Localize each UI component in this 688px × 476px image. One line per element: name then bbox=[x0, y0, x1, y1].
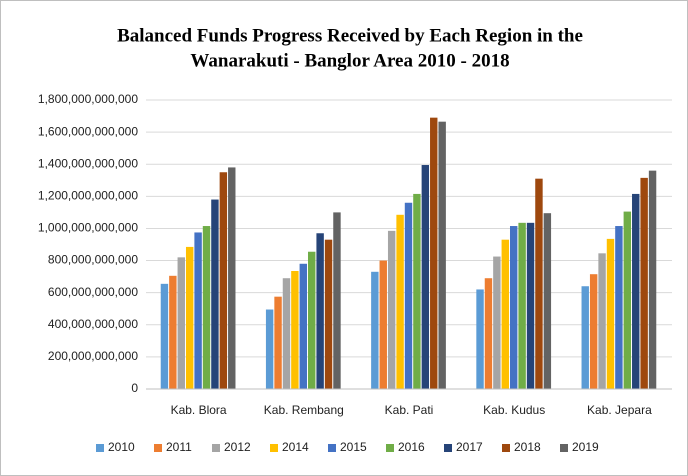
legend-label: 2011 bbox=[166, 440, 192, 454]
bar bbox=[274, 296, 282, 389]
bar bbox=[228, 167, 236, 389]
legend-swatch bbox=[154, 444, 162, 452]
bar bbox=[211, 199, 219, 389]
y-tick-label: 1,800,000,000,000 bbox=[38, 92, 138, 106]
legend-swatch bbox=[328, 444, 336, 452]
bar bbox=[404, 202, 413, 389]
legend-label: 2019 bbox=[572, 440, 599, 454]
bar bbox=[282, 278, 291, 389]
bar bbox=[615, 226, 623, 389]
y-tick-label: 600,000,000,000 bbox=[48, 285, 138, 299]
bar bbox=[413, 193, 421, 389]
bar bbox=[379, 260, 387, 389]
legend-label: 2012 bbox=[224, 440, 251, 454]
bar bbox=[589, 274, 598, 389]
bar bbox=[194, 232, 202, 389]
bar bbox=[265, 309, 274, 389]
bar bbox=[202, 226, 211, 389]
legend-swatch bbox=[444, 444, 452, 452]
legend-swatch bbox=[212, 444, 220, 452]
bar bbox=[476, 289, 484, 389]
bar bbox=[177, 257, 185, 389]
bar bbox=[324, 239, 333, 389]
y-tick-label: 400,000,000,000 bbox=[48, 317, 138, 331]
bar bbox=[648, 170, 657, 389]
bar bbox=[371, 271, 379, 389]
legend-label: 2015 bbox=[340, 440, 367, 454]
bar bbox=[518, 222, 526, 389]
x-tick-label: Kab. Pati bbox=[385, 403, 434, 417]
bar bbox=[219, 172, 228, 389]
legend-label: 2014 bbox=[282, 440, 309, 454]
legend-swatch bbox=[386, 444, 394, 452]
bar bbox=[438, 121, 446, 390]
bar bbox=[185, 246, 194, 389]
bar bbox=[509, 226, 518, 389]
bar bbox=[632, 193, 640, 389]
bar bbox=[430, 117, 438, 390]
bar bbox=[623, 211, 632, 389]
chart-title: Wanarakuti - Banglor Area 2010 - 2018 bbox=[190, 50, 509, 71]
x-tick-label: Kab. Blora bbox=[171, 403, 227, 417]
bar bbox=[526, 222, 535, 389]
legend-label: 2016 bbox=[398, 440, 425, 454]
bar bbox=[169, 275, 177, 389]
bar bbox=[484, 278, 493, 389]
legend-swatch bbox=[270, 444, 278, 452]
bar bbox=[160, 283, 169, 389]
y-tick-label: 1,200,000,000,000 bbox=[38, 189, 138, 203]
bar bbox=[387, 230, 396, 389]
bar bbox=[421, 165, 430, 389]
legend-label: 2018 bbox=[514, 440, 541, 454]
bar bbox=[493, 256, 501, 389]
y-tick-label: 1,000,000,000,000 bbox=[38, 221, 138, 235]
x-tick-label: Kab. Rembang bbox=[264, 403, 344, 417]
bar bbox=[291, 270, 299, 389]
bar bbox=[543, 213, 552, 389]
bar bbox=[299, 263, 308, 389]
legend-swatch bbox=[502, 444, 510, 452]
bar bbox=[501, 239, 509, 389]
legend-label: 2017 bbox=[456, 440, 483, 454]
bar bbox=[333, 212, 341, 389]
bar bbox=[581, 286, 589, 389]
y-tick-label: 200,000,000,000 bbox=[48, 349, 138, 363]
y-tick-label: 1,400,000,000,000 bbox=[38, 156, 138, 170]
legend-label: 2010 bbox=[108, 440, 135, 454]
bar bbox=[535, 178, 543, 389]
legend-swatch bbox=[96, 444, 104, 452]
bar bbox=[598, 253, 606, 389]
bar bbox=[396, 214, 404, 389]
chart-title: Balanced Funds Progress Received by Each… bbox=[117, 25, 583, 46]
bar bbox=[640, 177, 648, 389]
legend-swatch bbox=[560, 444, 568, 452]
bar bbox=[316, 233, 324, 389]
x-tick-label: Kab. Kudus bbox=[483, 403, 545, 417]
y-tick-label: 800,000,000,000 bbox=[48, 253, 138, 267]
y-tick-label: 1,600,000,000,000 bbox=[38, 124, 138, 138]
y-tick-label: 0 bbox=[131, 381, 138, 395]
bar bbox=[606, 238, 615, 389]
x-tick-label: Kab. Jepara bbox=[587, 403, 652, 417]
bar bbox=[308, 251, 316, 389]
